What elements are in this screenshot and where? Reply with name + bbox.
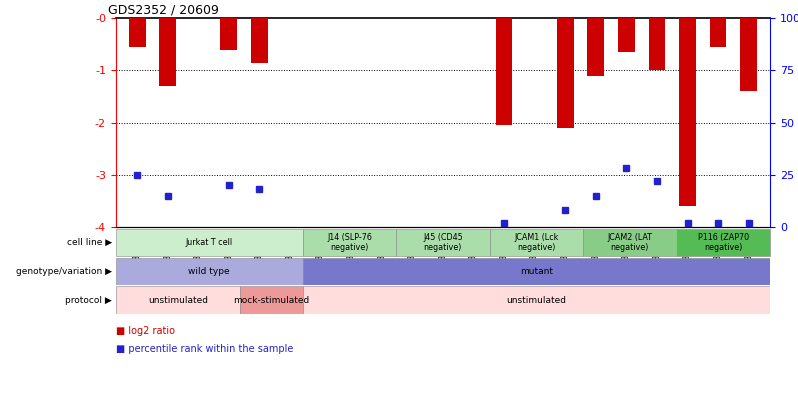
Text: unstimulated: unstimulated [148,296,208,305]
Text: cell line ▶: cell line ▶ [66,238,112,247]
Bar [116,258,302,285]
Text: P116 (ZAP70
negative): P116 (ZAP70 negative) [697,233,749,252]
Bar [679,18,696,206]
Bar [302,229,396,256]
Text: genotype/variation ▶: genotype/variation ▶ [16,267,112,276]
Text: Jurkat T cell: Jurkat T cell [186,238,233,247]
Text: protocol ▶: protocol ▶ [65,296,112,305]
Bar [240,286,302,314]
Bar [583,229,677,256]
Text: ■ percentile rank within the sample: ■ percentile rank within the sample [116,344,293,354]
Bar [649,18,666,70]
Text: J14 (SLP-76
negative): J14 (SLP-76 negative) [327,233,372,252]
Bar [490,229,583,256]
Text: wild type: wild type [188,267,230,276]
Text: mutant: mutant [519,267,553,276]
Text: mock-stimulated: mock-stimulated [233,296,310,305]
Bar [587,18,604,76]
Bar [557,18,574,128]
Bar [160,18,176,86]
Text: ■ log2 ratio: ■ log2 ratio [116,326,175,336]
Bar [618,18,634,52]
Bar [709,18,726,47]
Bar [128,18,145,47]
Text: JCAM1 (Lck
negative): JCAM1 (Lck negative) [514,233,559,252]
Bar [677,229,770,256]
Bar [496,18,512,125]
Bar [116,229,302,256]
Bar [302,286,770,314]
Bar [302,258,770,285]
Text: JCAM2 (LAT
negative): JCAM2 (LAT negative) [607,233,652,252]
Bar [220,18,237,49]
Text: GDS2352 / 20609: GDS2352 / 20609 [108,3,219,16]
Bar [116,286,240,314]
Text: unstimulated: unstimulated [507,296,567,305]
Bar [396,229,490,256]
Bar [251,18,268,62]
Text: J45 (CD45
negative): J45 (CD45 negative) [423,233,463,252]
Bar [741,18,757,91]
